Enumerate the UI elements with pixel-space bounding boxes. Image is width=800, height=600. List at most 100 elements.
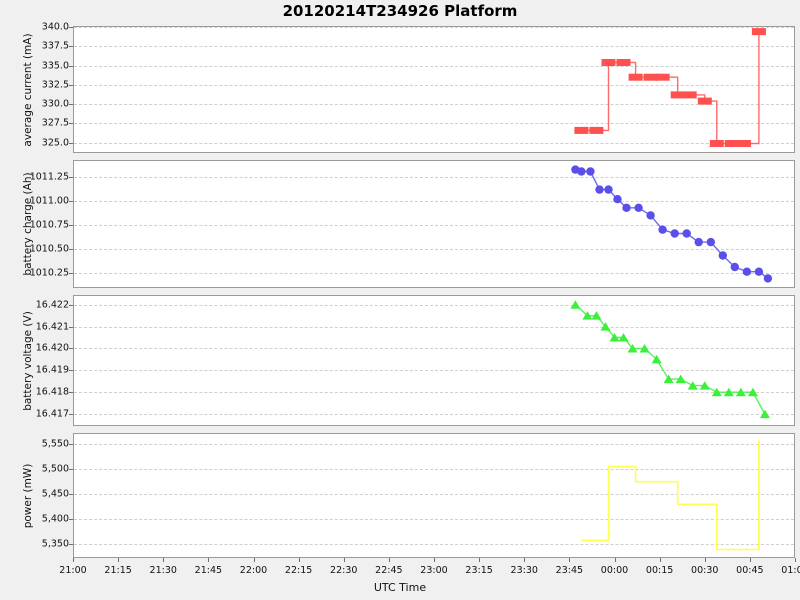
data-point-marker	[616, 59, 631, 66]
gridline	[74, 123, 794, 124]
data-point-marker	[604, 185, 613, 194]
x-tick-mark	[118, 558, 119, 562]
x-tick-mark	[434, 558, 435, 562]
data-point-marker	[723, 387, 734, 397]
y-tick-mark	[69, 273, 73, 274]
data-point-marker	[709, 140, 724, 147]
data-point-marker	[658, 225, 667, 234]
plot-panel-power	[73, 433, 795, 558]
gridline	[74, 249, 794, 250]
y-tick-label: 5,450	[41, 488, 69, 500]
data-point-marker	[763, 274, 773, 283]
data-point-marker	[601, 59, 616, 66]
x-tick-label: 00:30	[691, 565, 719, 576]
y-tick-label: 16.422	[35, 299, 69, 311]
y-tick-label: 1011.00	[29, 195, 69, 207]
x-tick-label: 23:00	[420, 565, 448, 576]
data-point-marker	[591, 311, 602, 320]
plot-panel-average-current	[73, 26, 795, 153]
x-tick-label: 21:30	[149, 565, 177, 576]
gridline	[74, 201, 794, 202]
data-point-marker	[675, 374, 686, 384]
data-point-marker	[586, 167, 595, 176]
gridline	[74, 85, 794, 86]
x-tick-mark	[569, 558, 570, 562]
data-point-marker	[724, 140, 739, 147]
data-point-marker	[582, 311, 593, 320]
x-tick-mark	[299, 558, 300, 562]
data-point-marker	[718, 251, 727, 260]
series-line	[581, 440, 760, 551]
y-axis-label-power: power (mW)	[22, 463, 34, 528]
page-title: 20120214T234926 Platform	[282, 2, 518, 20]
data-point-marker	[682, 91, 697, 99]
data-point-marker	[694, 237, 703, 247]
gridline	[74, 327, 794, 328]
data-point-marker	[574, 126, 589, 134]
x-tick-mark	[615, 558, 616, 562]
series-average-current	[574, 28, 766, 147]
data-point-marker	[699, 381, 710, 390]
data-point-marker	[754, 267, 764, 276]
x-tick-mark	[795, 558, 796, 562]
x-tick-mark	[73, 558, 74, 562]
y-tick-mark	[69, 177, 73, 178]
series-line	[574, 304, 766, 415]
x-tick-mark	[254, 558, 255, 562]
y-tick-label: 330.0	[41, 98, 69, 110]
data-point-marker	[759, 409, 770, 419]
plot-panel-battery-charge	[73, 160, 795, 288]
data-point-marker	[747, 387, 758, 397]
x-tick-mark	[163, 558, 164, 562]
data-point-marker	[646, 211, 655, 220]
y-tick-mark	[69, 348, 73, 349]
data-point-marker	[711, 387, 722, 397]
data-point-marker	[682, 229, 691, 238]
x-tick-label: 22:15	[284, 565, 313, 576]
y-tick-mark	[69, 444, 73, 445]
y-tick-label: 5,550	[41, 438, 69, 450]
gridline	[74, 143, 794, 144]
y-tick-label: 332.5	[41, 79, 69, 91]
y-tick-mark	[69, 370, 73, 371]
data-point-marker	[735, 387, 746, 397]
y-tick-label: 1010.50	[29, 243, 69, 255]
y-tick-label: 16.419	[35, 364, 69, 376]
y-tick-label: 325.0	[41, 137, 69, 149]
data-point-marker	[589, 126, 604, 134]
gridline	[74, 370, 794, 371]
x-axis-label: UTC Time	[373, 581, 427, 594]
data-point-marker	[595, 185, 604, 194]
x-tick-label: 21:15	[104, 565, 132, 576]
data-point-marker	[742, 267, 752, 276]
y-axis-label-average-current: average current (mA)	[22, 32, 34, 147]
y-tick-label: 16.421	[35, 321, 69, 333]
gridline	[74, 225, 794, 226]
gridline	[74, 444, 794, 445]
y-tick-label: 1011.25	[29, 171, 69, 183]
y-tick-mark	[69, 327, 73, 328]
data-point-marker	[670, 91, 685, 99]
y-tick-mark	[69, 519, 73, 520]
x-tick-label: 01:00	[781, 565, 800, 576]
data-point-marker	[622, 203, 631, 212]
y-tick-label: 1010.75	[29, 219, 69, 231]
y-tick-mark	[69, 494, 73, 495]
data-point-marker	[687, 381, 698, 390]
y-tick-mark	[69, 27, 73, 28]
y-tick-label: 16.417	[35, 408, 69, 420]
gridline	[74, 469, 794, 470]
plot-panel-battery-voltage	[73, 295, 795, 426]
data-point-marker	[570, 300, 581, 309]
y-tick-mark	[69, 46, 73, 47]
data-point-marker	[600, 322, 611, 331]
data-point-marker	[736, 140, 751, 147]
y-tick-mark	[69, 143, 73, 144]
y-tick-label: 5,350	[41, 538, 69, 550]
gridline	[74, 348, 794, 349]
data-point-marker	[639, 343, 650, 353]
y-tick-label: 16.420	[35, 342, 69, 354]
data-point-marker	[751, 28, 766, 36]
gridline	[74, 177, 794, 178]
data-point-marker	[697, 97, 712, 105]
